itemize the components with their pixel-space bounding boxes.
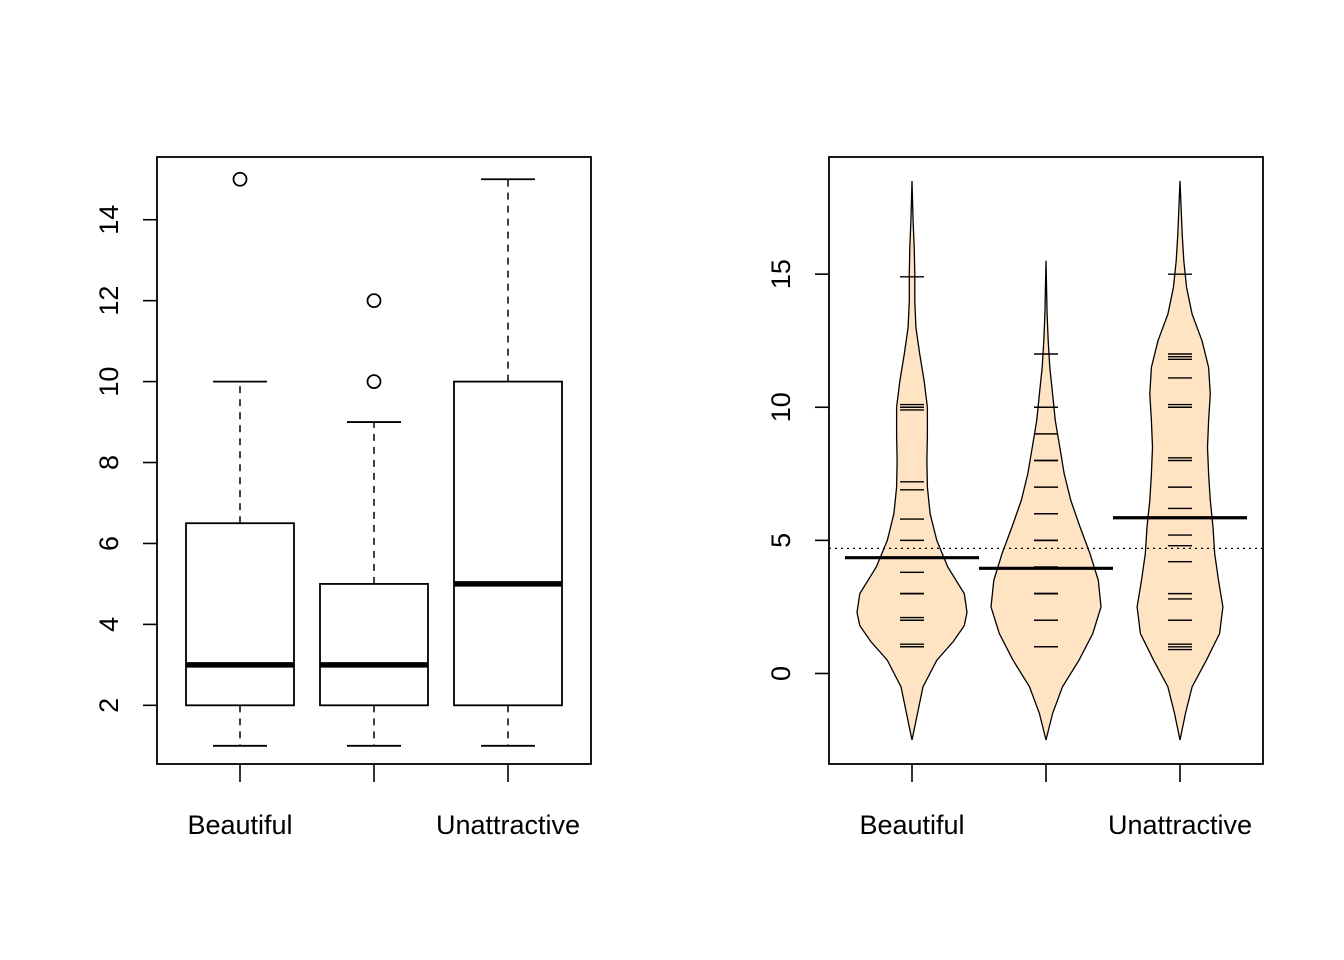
box [453, 178, 563, 747]
y-tick-label: 12 [94, 286, 124, 316]
outlier-point [366, 293, 382, 309]
bean-density [990, 260, 1102, 741]
bean [845, 180, 979, 741]
y-tick-label: 6 [94, 536, 124, 551]
y-tick-label: 15 [766, 259, 796, 289]
y-tick-label: 8 [94, 455, 124, 470]
outlier-point [232, 171, 248, 187]
boxplot-panel: 2 4 6 8 10 12 14 Beautiful Unattractive [94, 156, 592, 840]
box-iqr [319, 583, 429, 707]
y-tick-label: 5 [766, 533, 796, 548]
bean [1113, 180, 1247, 741]
x-tick-label: Beautiful [859, 810, 964, 840]
box-iqr [453, 380, 563, 707]
y-tick-label: 10 [94, 367, 124, 397]
y-tick-label: 0 [766, 666, 796, 681]
box [319, 293, 429, 747]
y-tick-label: 4 [94, 617, 124, 632]
beanplot-panel: 0 5 10 15 Beautiful Unattractive [766, 156, 1264, 840]
y-tick-label: 14 [94, 205, 124, 235]
outlier-point [366, 374, 382, 389]
bean-density [856, 180, 968, 741]
box-iqr [185, 522, 295, 707]
x-tick-label: Beautiful [187, 810, 292, 840]
y-tick-label: 10 [766, 392, 796, 422]
y-tick-label: 2 [94, 698, 124, 713]
box [185, 171, 295, 747]
x-tick-label: Unattractive [1108, 810, 1252, 840]
bean [979, 260, 1113, 741]
x-tick-label: Unattractive [436, 810, 580, 840]
